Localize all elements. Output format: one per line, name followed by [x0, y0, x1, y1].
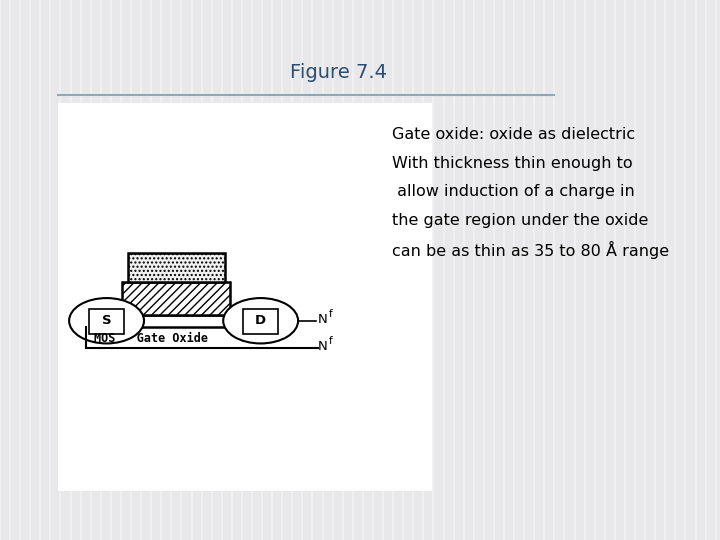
Bar — [58, 103, 432, 491]
Text: Gate oxide: oxide as dielectric: Gate oxide: oxide as dielectric — [392, 127, 636, 142]
Bar — [128, 253, 225, 282]
Text: N: N — [318, 313, 328, 326]
Bar — [243, 309, 278, 334]
Bar — [79, 315, 288, 327]
Bar — [122, 282, 230, 315]
Text: can be as thin as 35 to 80 Å range: can be as thin as 35 to 80 Å range — [392, 241, 670, 259]
Text: D: D — [255, 314, 266, 327]
Bar — [89, 309, 124, 334]
Ellipse shape — [69, 298, 144, 343]
Text: MOS   Gate Oxide: MOS Gate Oxide — [94, 332, 207, 345]
Text: f: f — [329, 309, 333, 319]
Text: Figure 7.4: Figure 7.4 — [290, 63, 387, 83]
Text: the gate region under the oxide: the gate region under the oxide — [392, 213, 649, 228]
Text: S: S — [102, 314, 112, 327]
Text: f: f — [329, 336, 333, 346]
Ellipse shape — [223, 298, 298, 343]
Text: N: N — [318, 340, 328, 353]
Text: With thickness thin enough to: With thickness thin enough to — [392, 156, 633, 171]
Text: allow induction of a charge in: allow induction of a charge in — [392, 184, 635, 199]
